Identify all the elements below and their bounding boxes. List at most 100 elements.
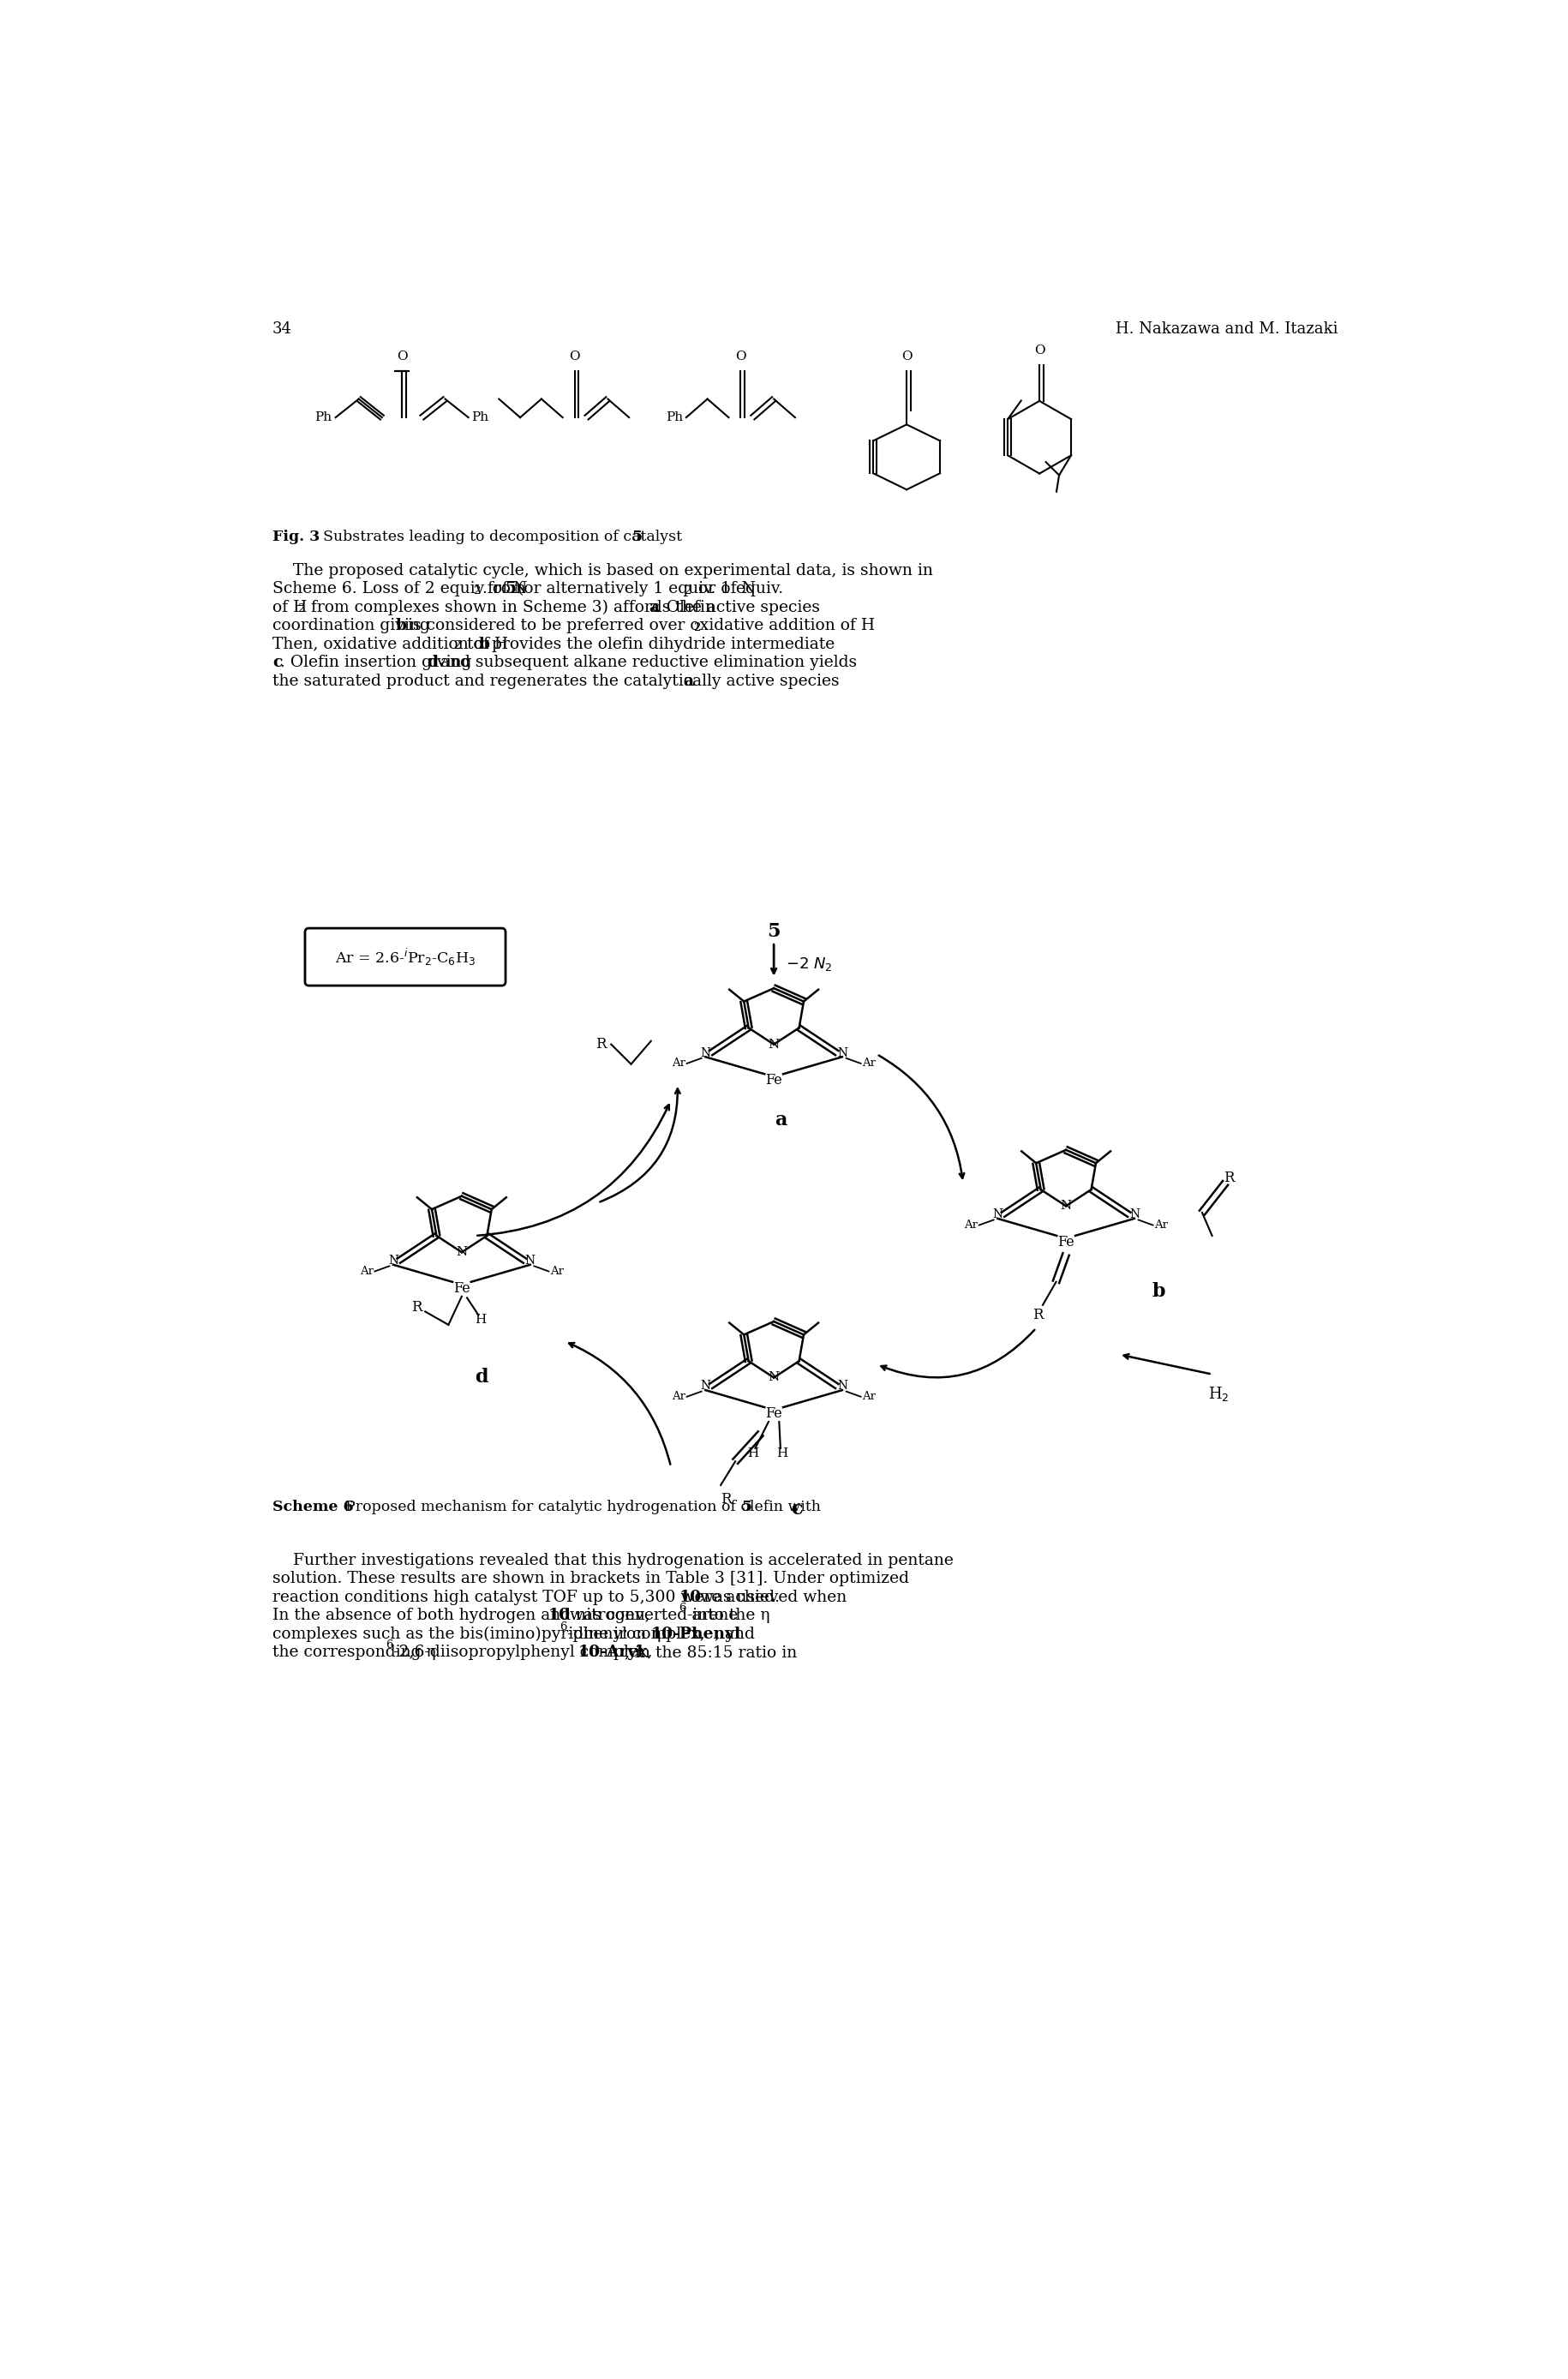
Text: O: O: [735, 350, 746, 362]
Text: 6: 6: [560, 1620, 566, 1632]
Text: .: .: [690, 673, 696, 690]
Text: from: from: [481, 580, 530, 597]
Text: Scheme 6: Scheme 6: [273, 1499, 353, 1513]
Text: , in the 85:15 ratio in: , in the 85:15 ratio in: [624, 1644, 797, 1661]
Text: . Olefin: . Olefin: [655, 600, 715, 616]
Text: b: b: [478, 638, 489, 652]
Text: was converted into the η: was converted into the η: [564, 1608, 770, 1622]
Text: O: O: [397, 350, 408, 362]
Text: 2: 2: [693, 621, 701, 633]
Text: was used.: was used.: [695, 1589, 779, 1606]
Text: . Olefin insertion giving: . Olefin insertion giving: [281, 654, 477, 671]
Text: Substrates leading to decomposition of catalyst: Substrates leading to decomposition of c…: [314, 531, 687, 545]
Text: 10: 10: [679, 1589, 701, 1606]
Text: b: b: [1152, 1282, 1165, 1301]
Text: O: O: [900, 350, 911, 362]
Text: 10-Phenyl: 10-Phenyl: [651, 1627, 740, 1642]
Text: d: d: [475, 1368, 488, 1387]
Text: R: R: [596, 1037, 607, 1052]
Text: b: b: [395, 619, 406, 633]
Text: N: N: [837, 1380, 847, 1392]
Text: Ph: Ph: [665, 412, 682, 423]
Text: Ar: Ar: [963, 1220, 977, 1230]
Text: Ar: Ar: [550, 1266, 563, 1278]
Text: N: N: [699, 1380, 710, 1392]
Text: .: .: [702, 619, 707, 633]
FancyBboxPatch shape: [304, 928, 505, 985]
Text: N: N: [1129, 1209, 1138, 1220]
Text: complexes such as the bis(imino)pyridine iron η: complexes such as the bis(imino)pyridine…: [273, 1627, 660, 1642]
Text: 34: 34: [273, 321, 292, 338]
Text: Then, oxidative addition of H: Then, oxidative addition of H: [273, 638, 508, 652]
Text: N: N: [456, 1247, 467, 1258]
Text: N: N: [387, 1254, 398, 1266]
Text: 10: 10: [547, 1608, 571, 1622]
Text: the corresponding η: the corresponding η: [273, 1644, 436, 1661]
Text: H: H: [746, 1446, 757, 1458]
Text: Ar: Ar: [671, 1059, 685, 1068]
Text: Ar = 2.6-$^i$Pr$_2$-C$_6$H$_3$: Ar = 2.6-$^i$Pr$_2$-C$_6$H$_3$: [334, 947, 475, 968]
Text: -2,6-diisopropylphenyl complex,: -2,6-diisopropylphenyl complex,: [394, 1644, 657, 1661]
Text: 5: 5: [742, 1499, 753, 1513]
Text: 5: 5: [767, 923, 779, 942]
Text: Fig. 3: Fig. 3: [273, 531, 320, 545]
Text: N: N: [993, 1209, 1002, 1220]
Text: Ar: Ar: [862, 1392, 875, 1401]
Text: R: R: [411, 1299, 422, 1313]
Text: solution. These results are shown in brackets in Table 3 [31]. Under optimized: solution. These results are shown in bra…: [273, 1570, 908, 1587]
Text: 10-Aryl: 10-Aryl: [577, 1644, 643, 1661]
Text: R: R: [720, 1492, 731, 1506]
Text: Ar: Ar: [671, 1392, 685, 1401]
Text: 2: 2: [453, 640, 459, 652]
Text: -arene: -arene: [687, 1608, 739, 1622]
Text: N: N: [1060, 1199, 1071, 1211]
Text: and subsequent alkane reductive elimination yields: and subsequent alkane reductive eliminat…: [434, 654, 856, 671]
Text: H: H: [475, 1313, 486, 1325]
Text: H$_2$: H$_2$: [1207, 1385, 1229, 1404]
Text: H. Nakazawa and M. Itazaki: H. Nakazawa and M. Itazaki: [1115, 321, 1338, 338]
Text: 6: 6: [679, 1603, 685, 1613]
Text: or 1 equiv.: or 1 equiv.: [693, 580, 782, 597]
Text: 2: 2: [684, 585, 691, 597]
Text: of H: of H: [273, 600, 307, 616]
Text: 5: 5: [632, 531, 643, 545]
Text: c: c: [790, 1499, 803, 1518]
Text: -phenyl complex,: -phenyl complex,: [568, 1627, 710, 1642]
Text: N: N: [837, 1047, 847, 1059]
Text: $-2\ N_2$: $-2\ N_2$: [786, 956, 833, 973]
Text: N: N: [525, 1254, 535, 1266]
Text: from complexes shown in Scheme 3) affords the active species: from complexes shown in Scheme 3) afford…: [306, 600, 825, 616]
Text: provides the olefin dihydride intermediate: provides the olefin dihydride intermedia…: [486, 638, 834, 652]
Text: Ar: Ar: [862, 1059, 875, 1068]
Text: reaction conditions high catalyst TOF up to 5,300 were achieved when: reaction conditions high catalyst TOF up…: [273, 1589, 851, 1606]
Text: N: N: [699, 1047, 710, 1059]
Text: Fe: Fe: [453, 1282, 470, 1297]
Text: N: N: [768, 1037, 779, 1052]
Text: Scheme 6. Loss of 2 equiv. of N: Scheme 6. Loss of 2 equiv. of N: [273, 580, 527, 597]
Text: H: H: [776, 1446, 787, 1458]
Text: Further investigations revealed that this hydrogenation is accelerated in pentan: Further investigations revealed that thi…: [273, 1553, 953, 1568]
Text: In the absence of both hydrogen and nitrogen,: In the absence of both hydrogen and nitr…: [273, 1608, 655, 1622]
Text: (or alternatively 1 equiv. of N: (or alternatively 1 equiv. of N: [511, 580, 756, 597]
Text: The proposed catalytic cycle, which is based on experimental data, is shown in: The proposed catalytic cycle, which is b…: [273, 561, 933, 578]
Text: a: a: [649, 600, 659, 616]
Text: 5: 5: [505, 580, 516, 597]
Text: Fe: Fe: [765, 1406, 782, 1420]
Text: to: to: [461, 638, 488, 652]
Text: Proposed mechanism for catalytic hydrogenation of olefin with: Proposed mechanism for catalytic hydroge…: [336, 1499, 825, 1513]
Text: 2: 2: [298, 604, 304, 614]
Text: N: N: [768, 1373, 779, 1385]
Text: O: O: [569, 350, 580, 362]
Text: d: d: [426, 654, 437, 671]
Text: Ph: Ph: [472, 412, 489, 423]
Text: 2: 2: [474, 585, 480, 597]
Text: c: c: [273, 654, 282, 671]
Text: Ar: Ar: [1154, 1220, 1168, 1230]
Text: R: R: [1032, 1308, 1043, 1323]
Text: coordination giving: coordination giving: [273, 619, 434, 633]
Text: a: a: [682, 673, 693, 690]
Text: O: O: [1033, 345, 1044, 357]
Text: Fe: Fe: [1057, 1235, 1074, 1249]
Text: Ph: Ph: [315, 412, 332, 423]
Text: Ar: Ar: [359, 1266, 373, 1278]
